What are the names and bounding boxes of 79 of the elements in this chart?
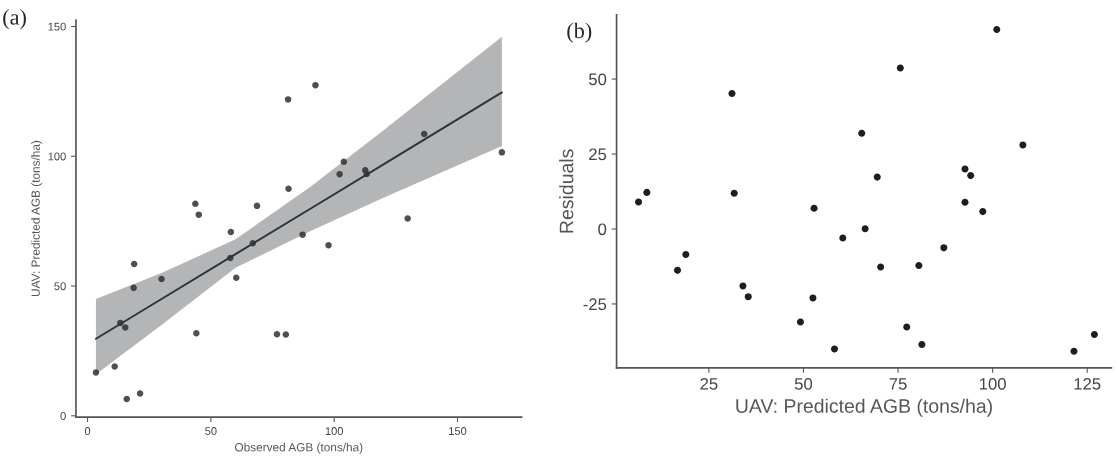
point xyxy=(915,262,923,270)
y-tick-label: 0 xyxy=(60,412,66,420)
point xyxy=(282,331,290,338)
x-tick-label: 25 xyxy=(700,377,718,390)
point xyxy=(809,294,817,302)
point xyxy=(136,390,144,397)
point xyxy=(285,185,292,192)
point xyxy=(336,170,343,178)
point xyxy=(227,228,235,236)
point xyxy=(643,188,651,196)
point xyxy=(877,263,885,271)
point xyxy=(739,282,747,290)
point xyxy=(728,89,736,97)
point xyxy=(810,204,818,212)
point xyxy=(796,318,804,326)
point xyxy=(284,96,292,103)
y-tick-label: 150 xyxy=(48,22,66,31)
point xyxy=(1019,141,1027,149)
x-tick-label: 50 xyxy=(205,427,217,435)
point xyxy=(730,189,738,197)
point xyxy=(130,260,138,268)
x-tick-label: 100 xyxy=(979,377,1006,390)
point xyxy=(682,250,690,259)
point xyxy=(498,149,506,156)
y-tick-label: 50 xyxy=(588,73,607,86)
point xyxy=(744,293,752,301)
text: (b) xyxy=(567,22,592,43)
point xyxy=(896,64,904,72)
point xyxy=(158,275,165,283)
point xyxy=(961,198,969,206)
point xyxy=(634,198,643,206)
y-tick-label: -25 xyxy=(583,298,607,311)
point xyxy=(130,284,137,292)
y-tick-label: 100 xyxy=(48,152,66,161)
text: (a) xyxy=(3,9,26,30)
point xyxy=(967,172,975,180)
x-tick-label: 150 xyxy=(449,427,467,435)
y-tick-label: 50 xyxy=(54,282,66,291)
point xyxy=(1090,330,1098,339)
x-tick-label: 50 xyxy=(794,377,813,390)
point xyxy=(858,129,866,137)
point xyxy=(340,158,348,165)
point xyxy=(273,331,281,338)
point xyxy=(873,173,881,181)
point xyxy=(979,208,987,216)
point xyxy=(1070,347,1078,355)
point xyxy=(123,395,131,403)
x-tick-label: 75 xyxy=(889,378,907,390)
x-axis-title: Observed AGB (tons/ha) xyxy=(235,442,363,454)
point xyxy=(122,324,129,331)
point xyxy=(253,202,261,210)
point xyxy=(918,340,926,348)
point xyxy=(420,130,428,138)
y-axis-title: UAV: Predicted AGB (tons/ha) xyxy=(31,140,43,297)
point xyxy=(830,345,839,353)
point xyxy=(233,274,240,281)
point xyxy=(325,242,332,249)
point xyxy=(940,244,948,252)
x-tick-label: 125 xyxy=(1074,377,1101,390)
point xyxy=(839,234,847,242)
x-axis-title: UAV: Predicted AGB (tons/ha) xyxy=(736,398,992,417)
point xyxy=(92,369,100,376)
point xyxy=(673,266,682,274)
point xyxy=(192,200,199,208)
x-tick-label: 100 xyxy=(325,427,344,435)
point xyxy=(404,215,411,222)
x-tick-label: 0 xyxy=(84,427,91,435)
point xyxy=(111,363,118,370)
point xyxy=(193,330,200,337)
point xyxy=(195,211,203,218)
point xyxy=(993,26,1001,34)
point xyxy=(312,81,319,89)
y-tick-label: 25 xyxy=(589,148,607,161)
point xyxy=(861,225,869,233)
point xyxy=(903,323,911,331)
line-series xyxy=(94,91,503,340)
point xyxy=(299,231,306,238)
y-tick-label: 0 xyxy=(598,223,607,236)
y-axis-title: Residuals xyxy=(559,149,574,233)
